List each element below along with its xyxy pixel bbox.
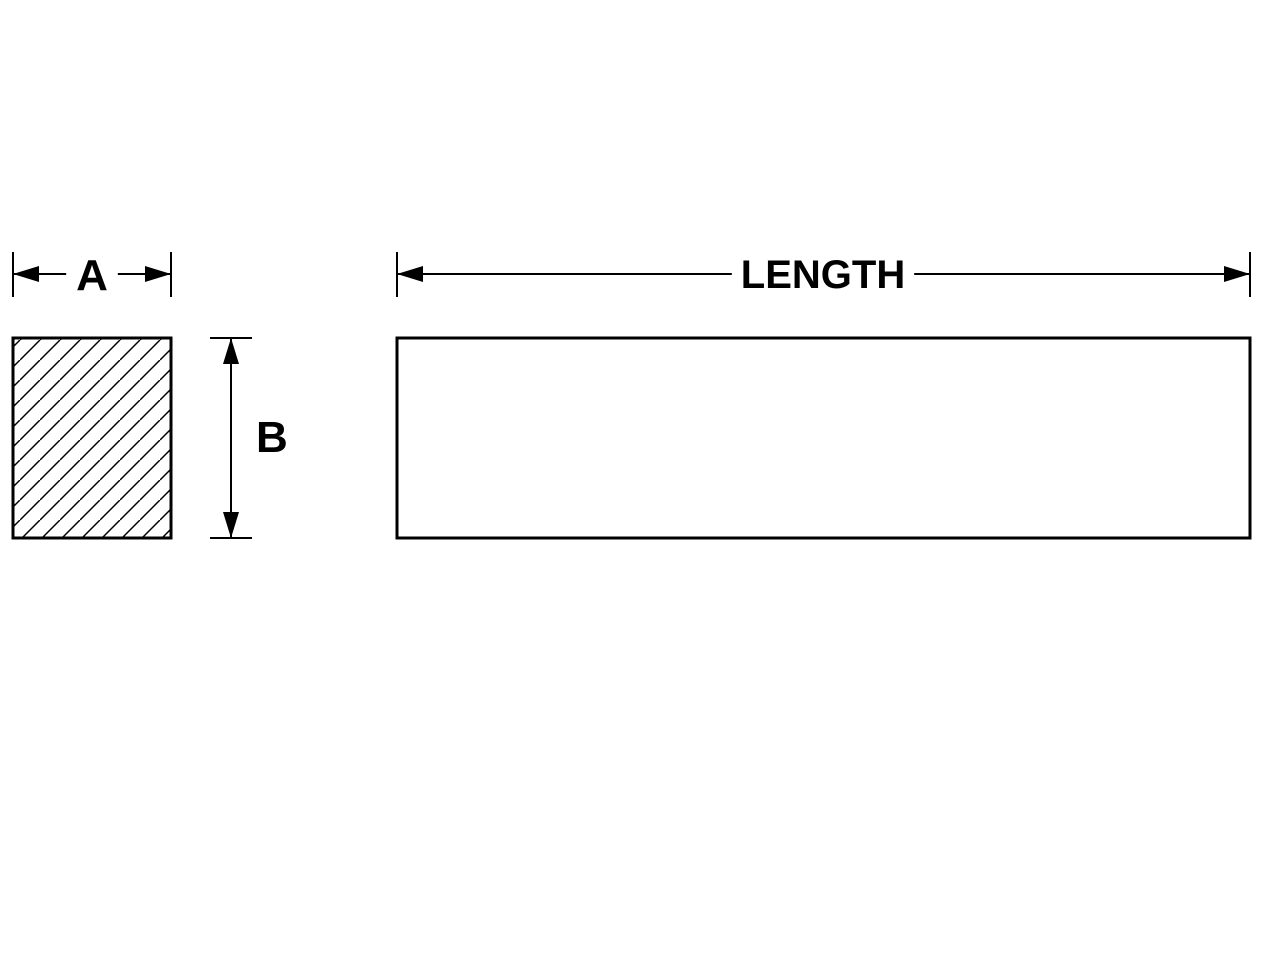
side-view <box>397 338 1250 538</box>
dimension-b-label: B <box>256 413 288 462</box>
dimension-a-label: A <box>76 251 108 300</box>
dimension-diagram: A B LENGTH <box>0 0 1280 955</box>
dimension-length-label: LENGTH <box>741 253 905 297</box>
cross-section <box>13 338 171 538</box>
dimension-length: LENGTH <box>397 244 1250 297</box>
dimension-b: B <box>210 338 288 538</box>
